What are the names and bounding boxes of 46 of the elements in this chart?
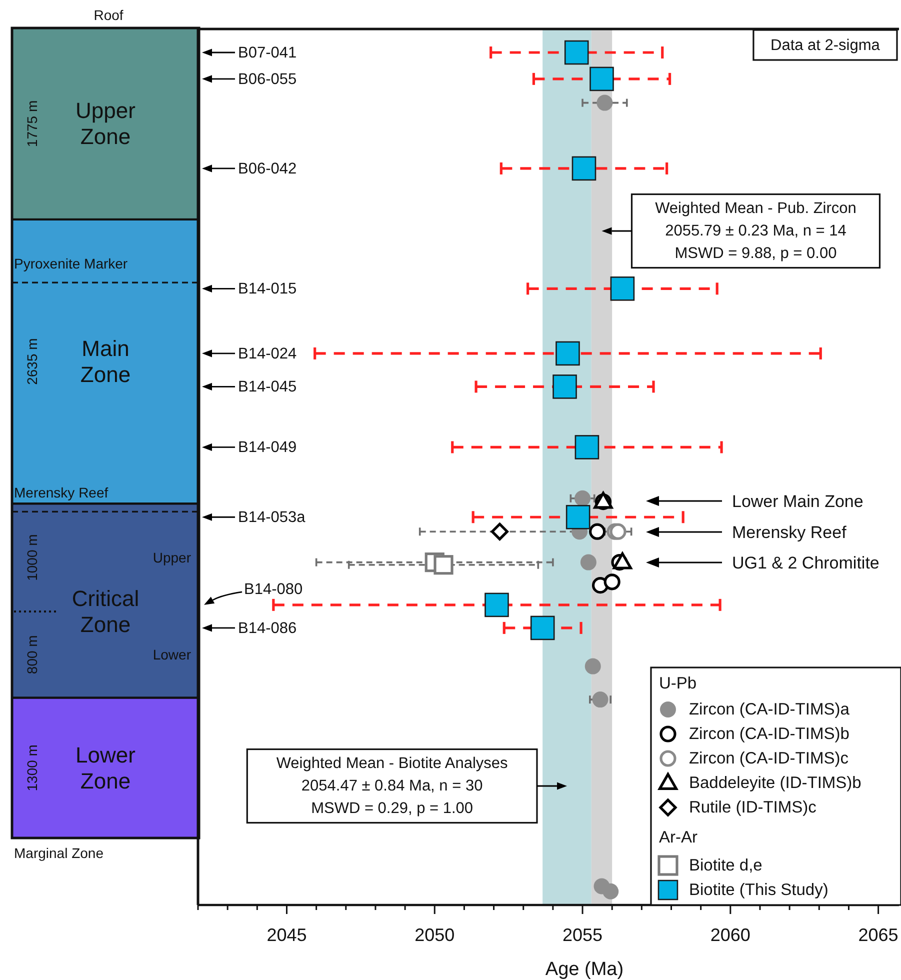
annotation: B14-053a	[238, 508, 306, 526]
x-tick-label: 2065	[858, 925, 898, 945]
annotation: B14-086	[238, 619, 297, 636]
annotation: B14-015	[238, 280, 297, 298]
annotation: B14-024	[238, 344, 297, 362]
ref-line-label: Merensky Reef	[14, 484, 108, 501]
legend-label: Rutile (ID-TIMS)c	[688, 798, 816, 816]
x-axis-title: Age (Ma)	[545, 959, 624, 980]
annotation: B14-049	[238, 438, 297, 456]
legend-label: Zircon (CA-ID-TIMS)c	[688, 750, 848, 768]
series-label: Upper	[152, 550, 192, 566]
annotation: B07-041	[238, 44, 297, 61]
annotation: Ar-Ar	[658, 828, 698, 846]
x-tick-label: 2050	[414, 925, 455, 945]
annotation: B06-055	[238, 70, 297, 88]
data-label: 800 m	[24, 635, 40, 674]
annotation: Data at 2-sigma	[770, 36, 880, 54]
legend-label: Zircon (CA-ID-TIMS)a	[688, 700, 850, 718]
legend-label: Baddeleyite (ID-TIMS)b	[688, 774, 862, 792]
annotation: B14-080	[244, 580, 303, 598]
series-label: Lower	[152, 646, 192, 663]
x-tick-label: 2045	[266, 925, 307, 945]
legend-label: Biotite d,e	[688, 856, 762, 874]
ref-line-label: Pyroxenite Marker	[14, 256, 128, 272]
legend-title: U-Pb	[658, 674, 697, 692]
annotation: Weighted Mean - Biotite Analyses 2054.47 ± 0.84 Ma, n = 30 MSWD = 0.29, p = 1.00	[276, 755, 508, 817]
data-label: 2635 m	[24, 338, 40, 385]
legend-label: Zircon (CA-ID-TIMS)b	[688, 725, 850, 743]
data-label: 1775 m	[24, 100, 40, 148]
annotation: Roof	[94, 7, 124, 23]
annotation: Merensky Reef	[732, 522, 847, 542]
x-tick-label: 2060	[710, 925, 750, 945]
annotation: UG1 & 2 Chromitite	[732, 553, 880, 572]
annotation: B14-045	[238, 378, 297, 396]
legend-label: Biotite (This Study)	[688, 881, 828, 899]
annotation: Critical Zone	[72, 586, 140, 637]
annotation: B06-042	[238, 160, 297, 177]
data-label: 1300 m	[24, 744, 40, 792]
series-label: Upper Zone	[76, 98, 136, 150]
data-label: 1000 m	[24, 534, 40, 581]
series-label: Main Zone	[80, 336, 131, 388]
annotation: Weighted Mean - Pub. Zircon 2055.79 ± 0.23 Ma, n = 14 MSWD = 9.88, p = 0.00	[655, 200, 856, 262]
annotation: Lower Main Zone	[732, 492, 864, 510]
annotation: Marginal Zone	[14, 845, 104, 861]
x-tick-label: 2055	[562, 925, 603, 945]
series-label: Lower Zone	[76, 742, 136, 794]
